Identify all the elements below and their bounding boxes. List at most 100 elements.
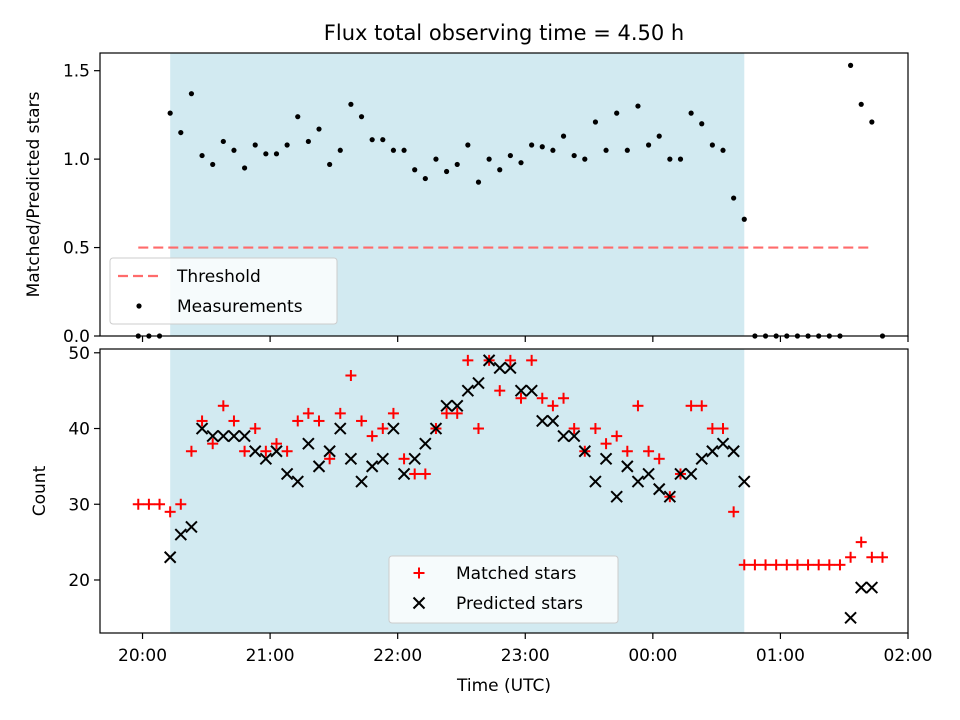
cross-stroke xyxy=(865,581,879,594)
cross-stroke xyxy=(493,361,506,375)
predicted-star-point xyxy=(716,437,730,450)
y-tick-label: 1.5 xyxy=(63,62,90,82)
measurement-point xyxy=(443,168,450,175)
cross-stroke xyxy=(174,528,188,541)
measurement-point xyxy=(656,133,662,139)
y-axis-ticks: 0.0 0.5 1.0 1.5 xyxy=(63,62,100,347)
cross-stroke xyxy=(412,596,426,610)
cross-stroke xyxy=(429,422,443,435)
measurement-point xyxy=(390,147,397,153)
matched-star-point xyxy=(313,415,325,427)
matched-star-point xyxy=(419,468,431,480)
predicted-star-point xyxy=(227,429,241,443)
measurement-point xyxy=(475,179,482,185)
cross-stroke xyxy=(663,490,677,503)
legend-predicted-label: Predicted stars xyxy=(456,594,583,614)
measurement-point xyxy=(305,138,311,145)
cross-stroke xyxy=(270,445,283,458)
predicted-star-point xyxy=(536,414,549,428)
predicted-star-point xyxy=(174,528,188,541)
predicted-star-point xyxy=(504,361,517,375)
cross-stroke xyxy=(727,445,740,458)
predicted-star-point xyxy=(355,475,368,488)
matched-star-point xyxy=(791,559,803,571)
cross-stroke xyxy=(482,354,496,367)
cross-stroke xyxy=(419,437,432,450)
predicted-star-point xyxy=(610,490,623,503)
predicted-star-point xyxy=(163,551,177,564)
measurement-point xyxy=(529,142,535,148)
matched-star-point xyxy=(398,453,410,465)
cross-stroke xyxy=(621,460,634,473)
matched-star-point xyxy=(876,551,888,563)
matched-star-point xyxy=(738,559,750,571)
measurement-point xyxy=(614,110,620,116)
measurement-point xyxy=(454,161,460,168)
matched-star-point xyxy=(196,415,208,427)
predicted-star-point xyxy=(855,581,868,594)
measurement-point xyxy=(635,103,641,109)
cross-stroke xyxy=(249,445,262,458)
measurement-point xyxy=(433,156,439,162)
cross-stroke xyxy=(259,452,273,466)
measurement-point xyxy=(741,216,747,222)
measurement-point xyxy=(699,121,705,127)
predicted-star-point xyxy=(185,520,198,534)
ratio-panel: 0.0 0.5 1.0 1.5 Flux total observing time =… xyxy=(24,21,909,347)
x-axis-ticks: 20:00 21:00 22:00 23:00 00:00 01:00 02:00 xyxy=(118,633,933,666)
measurement-point xyxy=(188,91,195,97)
x-tick-label: 01:00 xyxy=(756,646,805,666)
cross-stroke xyxy=(536,414,549,428)
matched-star-point xyxy=(558,392,570,404)
cross-stroke xyxy=(716,437,730,450)
measurement-point xyxy=(709,142,715,148)
cross-stroke xyxy=(738,475,751,488)
measurement-point xyxy=(858,101,864,107)
matched-star-point xyxy=(611,430,623,442)
matched-star-point xyxy=(536,392,548,404)
cross-stroke xyxy=(440,399,453,413)
matched-star-point xyxy=(207,438,219,450)
measurement-point xyxy=(667,156,673,162)
x-tick-label: 02:00 xyxy=(884,646,933,666)
cross-stroke xyxy=(334,422,347,435)
chart-title: Flux total observing time = 4.50 h xyxy=(324,21,684,45)
predicted-star-point xyxy=(525,384,538,397)
matched-star-point xyxy=(515,392,527,404)
cross-stroke xyxy=(844,611,857,625)
y-tick-label: 20 xyxy=(68,571,90,591)
measurement-point xyxy=(731,195,737,201)
predicted-star-point xyxy=(472,376,485,390)
cross-stroke xyxy=(589,475,602,488)
matched-star-point xyxy=(143,498,155,510)
star-count-points xyxy=(132,354,888,625)
matched-star-point xyxy=(770,559,782,571)
y-tick-label: 50 xyxy=(68,344,90,364)
cross-stroke xyxy=(674,467,687,481)
matched-star-point xyxy=(281,445,293,457)
y-tick-label: 1.0 xyxy=(63,150,90,170)
predicted-star-point xyxy=(684,467,698,481)
predicted-star-point xyxy=(206,429,219,443)
cross-stroke xyxy=(642,467,655,481)
predicted-star-point xyxy=(546,414,560,428)
measurement-point xyxy=(220,138,226,145)
measurement-point xyxy=(869,119,875,125)
y-tick-label: 0.0 xyxy=(63,327,90,347)
cross-stroke xyxy=(706,445,719,458)
predicted-star-point xyxy=(706,445,719,458)
matched-star-point xyxy=(387,407,399,419)
matched-star-point xyxy=(855,536,867,548)
matched-star-point xyxy=(185,445,197,457)
matched-star-point xyxy=(717,423,729,435)
legend-threshold-label: Threshold xyxy=(176,267,261,287)
matched-star-point xyxy=(494,385,506,397)
matched-star-point xyxy=(334,407,346,419)
measurement-point xyxy=(677,156,684,162)
matched-star-point xyxy=(760,559,772,571)
predicted-star-point xyxy=(727,445,740,458)
cross-stroke xyxy=(855,581,868,594)
measurement-point xyxy=(422,175,428,182)
cross-stroke xyxy=(504,361,517,375)
matched-star-point xyxy=(568,423,580,435)
